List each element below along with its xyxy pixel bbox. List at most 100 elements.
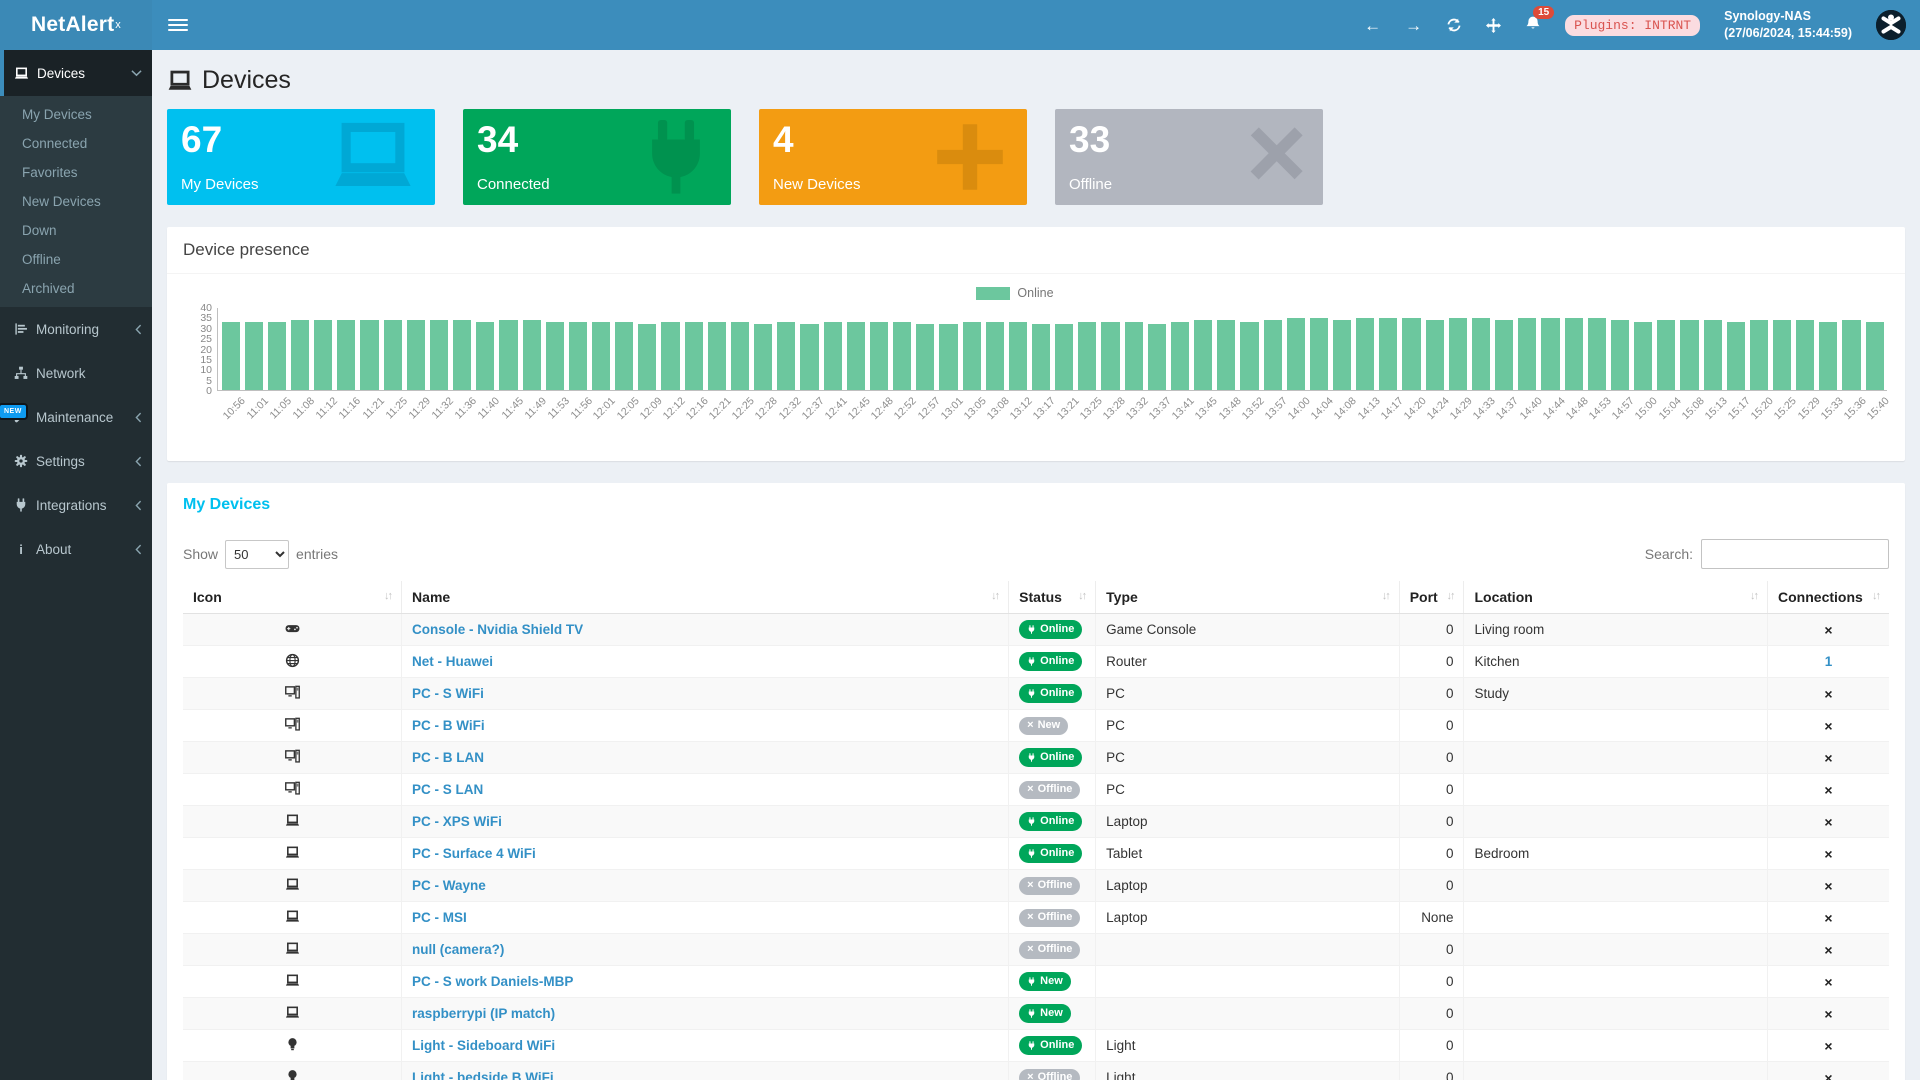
device-icon-cell: [183, 997, 403, 1030]
infobox-new-devices[interactable]: 4 New Devices: [759, 109, 1027, 205]
device-location: [1463, 901, 1769, 934]
sidebar-item-monitoring[interactable]: Monitoring: [0, 307, 152, 351]
forward-arrow-icon[interactable]: →: [1405, 15, 1423, 35]
x-tick-label: 15:33: [1818, 395, 1846, 423]
device-name-link[interactable]: Light - Sideboard WiFi: [412, 1038, 556, 1053]
device-name-link[interactable]: PC - XPS WiFi: [412, 814, 502, 829]
plugins-status-badge[interactable]: Plugins: INTRNT: [1565, 14, 1701, 36]
chart-bar: [221, 322, 240, 390]
device-icon-cell: [183, 901, 403, 934]
connections-count-link[interactable]: 1: [1824, 654, 1833, 669]
device-name-link[interactable]: PC - S work Daniels-MBP: [412, 974, 574, 989]
column-header-connections[interactable]: Connections ↓↑: [1767, 581, 1889, 614]
no-connections-x-icon[interactable]: ×: [1824, 621, 1833, 638]
device-type: Light: [1095, 1029, 1400, 1062]
page-length-select[interactable]: 50: [225, 539, 290, 569]
device-port: 0: [1399, 869, 1465, 902]
sidebar-item-offline[interactable]: Offline: [22, 252, 61, 267]
chart-bar: [522, 320, 541, 390]
device-location: [1463, 709, 1769, 742]
column-header-location[interactable]: Location ↓↑: [1463, 581, 1769, 614]
sidebar-item-down[interactable]: Down: [22, 223, 57, 238]
sidebar-item-about[interactable]: i About: [0, 527, 152, 571]
chart-bar: [1194, 320, 1213, 390]
no-connections-x-icon[interactable]: ×: [1824, 973, 1833, 990]
no-connections-x-icon[interactable]: ×: [1824, 1037, 1833, 1054]
column-header-port[interactable]: Port ↓↑: [1399, 581, 1465, 614]
no-connections-x-icon[interactable]: ×: [1824, 685, 1833, 702]
infobox-connected[interactable]: 34 Connected: [463, 109, 731, 205]
device-icon-cell: [183, 677, 403, 710]
device-name-link[interactable]: PC - MSI: [412, 910, 467, 925]
chart-bar: [1309, 318, 1328, 390]
chart-bar-icon: [14, 322, 28, 336]
device-name-link[interactable]: null (camera?): [412, 942, 505, 957]
device-connections-cell: ×: [1767, 773, 1889, 806]
device-name-link[interactable]: Net - Huawei: [412, 654, 494, 669]
no-connections-x-icon[interactable]: ×: [1824, 717, 1833, 734]
device-name-link[interactable]: Console - Nvidia Shield TV: [412, 622, 584, 637]
device-connections-cell: ×: [1767, 709, 1889, 742]
sidebar-item-integrations[interactable]: Integrations: [0, 483, 152, 527]
device-name-link[interactable]: PC - B LAN: [412, 750, 485, 765]
device-name-link[interactable]: Light - bedside B WiFi: [412, 1070, 554, 1080]
device-name-link[interactable]: PC - Surface 4 WiFi: [412, 846, 536, 861]
x-icon: ×: [1027, 943, 1034, 956]
no-connections-x-icon[interactable]: ×: [1824, 877, 1833, 894]
no-connections-x-icon[interactable]: ×: [1824, 941, 1833, 958]
infobox-offline[interactable]: 33 Offline ×: [1055, 109, 1323, 205]
no-connections-x-icon[interactable]: ×: [1824, 749, 1833, 766]
chart-bar: [939, 324, 958, 390]
infobox-my-devices[interactable]: 67 My Devices: [167, 109, 435, 205]
column-header-type[interactable]: Type ↓↑: [1095, 581, 1400, 614]
chart-bar: [1587, 318, 1606, 390]
sidebar-item-maintenance[interactable]: NEW Maintenance: [0, 395, 152, 439]
chart-bar: [476, 322, 495, 390]
table-title: My Devices: [183, 496, 271, 513]
info-boxes: 67 My Devices 34 Connected 4 New Devices…: [167, 109, 1905, 205]
column-header-status[interactable]: Status ↓↑: [1008, 581, 1097, 614]
no-connections-x-icon[interactable]: ×: [1824, 813, 1833, 830]
back-arrow-icon[interactable]: ←: [1364, 15, 1382, 35]
x-tick-label: 11:21: [360, 395, 387, 422]
sidebar-item-new-devices[interactable]: New Devices: [22, 194, 101, 209]
device-name-link[interactable]: PC - B WiFi: [412, 718, 485, 733]
column-header-name[interactable]: Name ↓↑: [401, 581, 1010, 614]
x-tick-label: 13:41: [1169, 395, 1198, 423]
no-connections-x-icon[interactable]: ×: [1824, 781, 1833, 798]
sidebar-item-settings[interactable]: Settings: [0, 439, 152, 483]
device-connections-cell: 1: [1767, 645, 1889, 678]
plug-icon: [1027, 977, 1036, 986]
column-header-icon[interactable]: Icon ↓↑: [183, 581, 403, 614]
chart-bar: [1541, 318, 1560, 390]
sidebar-item-favorites[interactable]: Favorites: [22, 165, 78, 180]
device-name-link[interactable]: PC - S LAN: [412, 782, 484, 797]
x-tick-label: 11:12: [313, 395, 341, 422]
device-name-link[interactable]: raspberrypi (IP match): [412, 1006, 556, 1021]
refresh-icon[interactable]: [1446, 17, 1462, 33]
sidebar-item-devices[interactable]: Devices: [0, 50, 152, 96]
no-connections-x-icon[interactable]: ×: [1824, 1069, 1833, 1080]
device-name-link[interactable]: PC - Wayne: [412, 878, 486, 893]
no-connections-x-icon[interactable]: ×: [1824, 909, 1833, 926]
no-connections-x-icon[interactable]: ×: [1824, 845, 1833, 862]
avatar[interactable]: [1876, 10, 1906, 40]
move-icon[interactable]: [1486, 18, 1501, 33]
notifications-bell-icon[interactable]: 15: [1525, 5, 1555, 36]
sidebar-item-my-devices[interactable]: My Devices: [22, 107, 92, 122]
sidebar-toggle-icon[interactable]: [168, 19, 188, 31]
chart-bar: [1749, 320, 1768, 390]
desktop-icon: [285, 685, 300, 700]
legend-swatch: [976, 286, 1011, 300]
no-connections-x-icon[interactable]: ×: [1824, 1005, 1833, 1022]
x-tick-label: 14:17: [1378, 395, 1406, 423]
x-tick-label: 13:17: [1031, 395, 1059, 423]
search-input[interactable]: [1701, 539, 1889, 569]
desktop-icon: [285, 781, 300, 796]
sidebar-item-archived[interactable]: Archived: [22, 281, 75, 296]
sidebar-item-connected[interactable]: Connected: [22, 136, 88, 151]
device-name-link[interactable]: PC - S WiFi: [412, 686, 484, 701]
devices-table-body: Console - Nvidia Shield TV Online Game Con…: [183, 613, 1889, 1080]
app-logo[interactable]: NetAlert x: [0, 0, 152, 50]
sidebar-item-network[interactable]: Network: [0, 351, 152, 395]
